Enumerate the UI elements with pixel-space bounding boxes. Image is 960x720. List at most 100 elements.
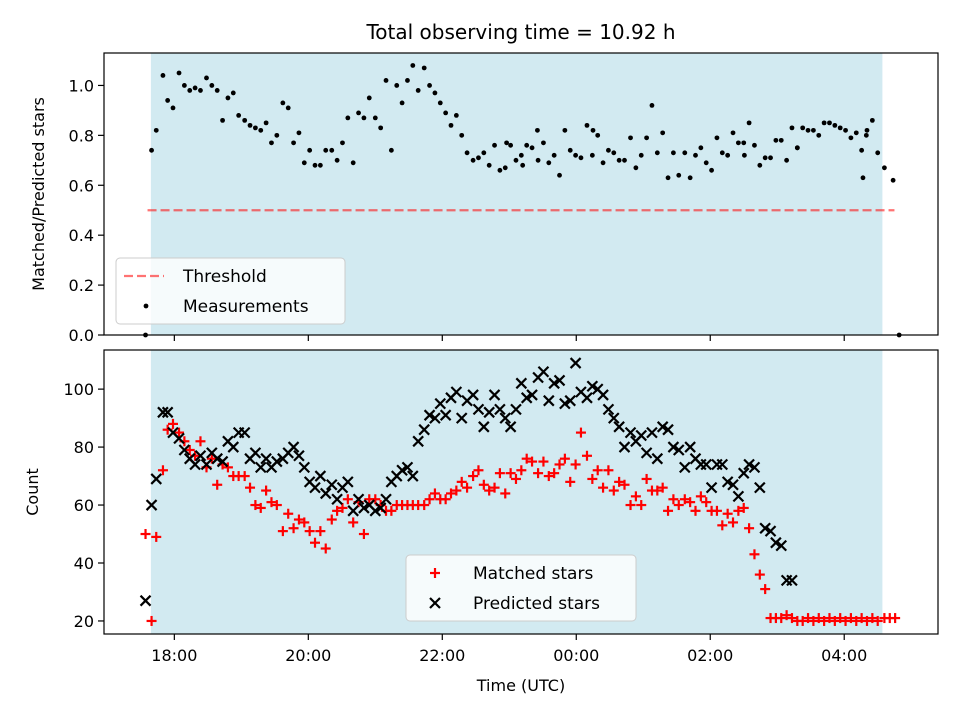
measurement-point [693, 152, 698, 158]
predicted-star-marker [564, 394, 577, 407]
matched-star-marker [419, 500, 430, 511]
predicted-star-marker [759, 522, 771, 535]
matched-star-marker [510, 473, 521, 484]
measurement-point [676, 172, 682, 178]
matched-star-marker [468, 471, 479, 482]
predicted-star-marker [173, 432, 185, 445]
measurement-point [703, 160, 709, 166]
matched-star-marker [549, 468, 560, 479]
predicted-star-marker [656, 421, 669, 433]
predicted-star-marker [314, 470, 327, 482]
bottom-y-tick-label: 40 [74, 554, 94, 573]
matched-star-marker [701, 497, 712, 508]
matched-star-marker [808, 615, 819, 626]
predicted-star-marker [472, 403, 485, 416]
measurement-point [448, 122, 454, 128]
measurement-point [649, 103, 655, 108]
predicted-star-marker [624, 426, 637, 439]
top-y-tick-label: 0.2 [69, 276, 94, 295]
measurement-point [518, 152, 524, 158]
matched-star-marker [786, 613, 797, 624]
matched-star-marker [478, 479, 489, 490]
measurement-point [361, 115, 367, 121]
measurement-point [638, 152, 644, 158]
measurement-point [654, 150, 660, 156]
matched-star-marker [266, 497, 277, 508]
x-tick-label: 18:00 [151, 646, 197, 665]
measurement-point [372, 115, 378, 121]
x-axis-label: Time (UTC) [476, 676, 565, 695]
predicted-star-marker [450, 386, 463, 398]
measurement-point [859, 147, 865, 153]
matched-star-marker [494, 468, 505, 479]
matched-star-marker [521, 453, 532, 464]
predicted-star-marker [260, 452, 272, 465]
measurement-point [827, 120, 832, 126]
predicted-star-marker [369, 505, 382, 517]
measurement-point [242, 117, 248, 123]
bottom-legend: Matched stars Predicted stars [405, 554, 637, 622]
measurement-point [421, 65, 427, 71]
predicted-star-marker [189, 458, 201, 471]
predicted-star-marker [721, 476, 734, 488]
measurement-point [329, 147, 335, 153]
top-y-axis-label: Matched/Predicted stars [29, 97, 48, 291]
predicted-star-marker [618, 441, 631, 453]
legend-predicted-label: Predicted stars [473, 594, 600, 614]
matched-star-marker [749, 549, 760, 560]
predicted-star-marker [238, 426, 251, 439]
top-panel: 0.0 0.2 0.4 0.6 0.8 1.0 Matched/Predicted sta… [29, 52, 939, 345]
measurement-point [768, 155, 773, 161]
top-y-tick-label: 0.8 [69, 126, 94, 145]
predicted-star-marker [586, 380, 599, 393]
measurement-point [778, 137, 784, 143]
matched-star-marker [803, 613, 814, 624]
bottom-y-tick-label: 80 [74, 438, 94, 457]
matched-star-marker [744, 523, 755, 534]
measurement-point [269, 140, 274, 146]
measurement-point [280, 100, 286, 106]
predicted-star-marker [754, 481, 766, 494]
legend-box [405, 554, 637, 622]
matched-star-marker [856, 613, 867, 624]
measurement-point [551, 152, 557, 158]
predicted-star-marker [150, 473, 163, 485]
measurement-point [541, 140, 546, 146]
measurement-point [670, 150, 676, 156]
matched-star-marker [614, 476, 625, 487]
x-tick-label: 00:00 [553, 646, 599, 665]
matched-star-marker [293, 514, 304, 525]
predicted-star-marker [553, 374, 566, 387]
predicted-star-marker [488, 389, 501, 401]
measurement-point [611, 150, 617, 156]
measurement-point [209, 83, 215, 88]
measurement-point [334, 157, 340, 163]
chart-title: Total observing time = 10.92 h [365, 20, 675, 44]
measurement-point [529, 145, 535, 151]
bottom-y-tick-label: 100 [63, 380, 94, 399]
legend-matched-label: Matched stars [473, 564, 593, 584]
matched-star-marker [824, 613, 835, 624]
matched-star-marker [652, 485, 663, 496]
predicted-star-marker [478, 421, 490, 433]
measurement-point [757, 162, 763, 168]
matched-star-marker [717, 520, 728, 531]
measurement-point [378, 125, 384, 131]
measurement-point [160, 73, 166, 78]
matched-star-marker [157, 465, 168, 476]
matched-star-marker [489, 482, 500, 493]
predicted-star-marker [429, 412, 441, 424]
predicted-star-marker [786, 574, 798, 587]
predicted-star-marker [439, 409, 452, 421]
legend-measurements-swatch [143, 303, 149, 309]
measurement-point [606, 147, 611, 153]
matched-star-marker [587, 473, 598, 484]
matched-star-marker [326, 514, 337, 525]
matched-star-marker [473, 465, 484, 476]
measurement-point [323, 147, 329, 153]
measurement-point [453, 112, 459, 118]
measurement-point [513, 157, 519, 163]
predicted-star-marker [667, 441, 680, 453]
predicted-star-marker [227, 441, 240, 453]
